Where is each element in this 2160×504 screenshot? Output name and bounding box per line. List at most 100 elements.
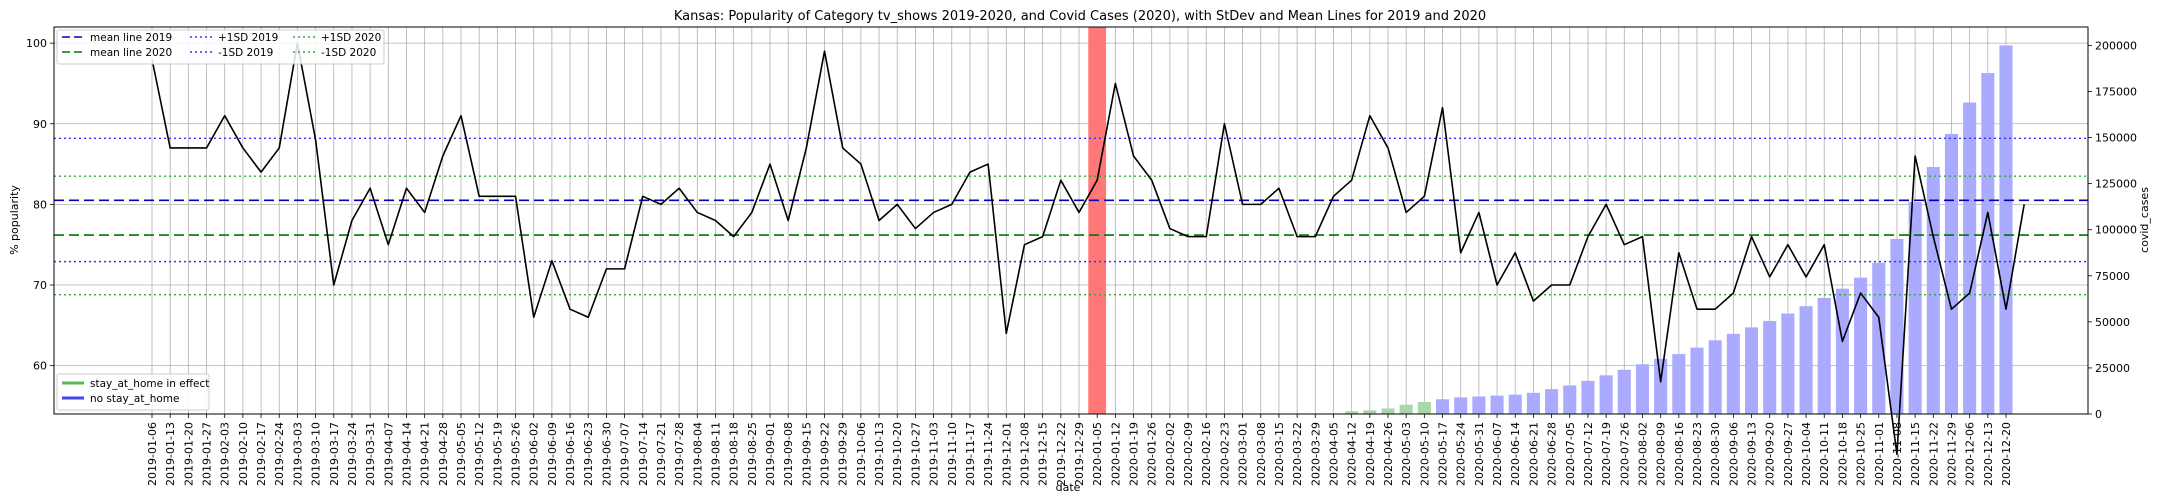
x-tick-label: 2020-02-09 xyxy=(1182,422,1195,486)
x-tick-label: 2019-12-15 xyxy=(1037,422,1050,486)
x-tick-label: 2019-10-06 xyxy=(855,422,868,486)
x-tick-label: 2020-02-16 xyxy=(1200,422,1213,486)
covid-bar xyxy=(1926,167,1940,414)
x-tick-label: 2019-03-03 xyxy=(291,422,304,486)
x-tick-label: 2020-06-21 xyxy=(1527,422,1540,486)
x-tick-label: 2020-02-02 xyxy=(1164,422,1177,486)
x-tick-label: 2019-10-20 xyxy=(891,422,904,486)
covid-bar xyxy=(1981,73,1995,415)
covid-bar xyxy=(1708,340,1722,414)
x-tick-label: 2020-09-27 xyxy=(1782,422,1795,486)
legend-bottom: stay_at_home in effect no stay_at_home xyxy=(56,373,210,411)
legend-top-label: -1SD 2019 xyxy=(218,47,273,59)
covid-bar xyxy=(1472,396,1486,414)
x-tick-label: 2020-04-05 xyxy=(1327,422,1340,486)
x-tick-label: 2019-07-28 xyxy=(673,422,686,486)
x-tick-label: 2020-12-06 xyxy=(1964,422,1977,486)
x-tick-label: 2019-08-25 xyxy=(746,422,759,486)
x-tick-label: 2020-04-26 xyxy=(1382,422,1395,486)
x-tick-label: 2019-09-01 xyxy=(764,422,777,486)
x-tick-label: 2020-01-12 xyxy=(1109,422,1122,486)
x-tick-label: 2019-08-04 xyxy=(691,422,704,486)
x-tick-label: 2019-12-01 xyxy=(1000,422,1013,486)
covid-bar xyxy=(1726,333,1740,414)
x-tick-label: 2019-11-10 xyxy=(946,422,959,486)
x-tick-label: 2020-11-01 xyxy=(1873,422,1886,486)
x-tick-label: 2020-07-26 xyxy=(1618,422,1631,486)
x-tick-label: 2020-05-17 xyxy=(1437,422,1450,486)
legend-bottom-label: no stay_at_home xyxy=(90,393,179,405)
x-tick-label: 2020-08-16 xyxy=(1673,422,1686,486)
x-tick-label: 2020-06-28 xyxy=(1546,422,1559,486)
x-tick-label: 2020-11-22 xyxy=(1927,422,1940,486)
x-tick-label: 2020-09-13 xyxy=(1746,422,1759,486)
legend-top-label: -1SD 2020 xyxy=(321,47,376,59)
x-tick-label: 2019-08-11 xyxy=(709,422,722,486)
x-tick-label: 2019-03-10 xyxy=(310,422,323,486)
x-tick-label: 2019-10-27 xyxy=(909,422,922,486)
x-tick-label: 2020-08-30 xyxy=(1709,422,1722,486)
x-tick-label: 2019-05-26 xyxy=(510,422,523,486)
x-tick-label: 2020-04-19 xyxy=(1364,422,1377,486)
covid-bar xyxy=(1345,411,1359,414)
x-tick-label: 2019-11-24 xyxy=(982,422,995,486)
x-tick-label: 2020-08-02 xyxy=(1636,422,1649,486)
legend-top-box xyxy=(56,29,385,65)
x-tick-label: 2019-05-05 xyxy=(455,422,468,486)
x-tick-label: 2020-03-22 xyxy=(1291,422,1304,486)
covid-bar xyxy=(1435,399,1450,414)
y-axis-left-label: % popularity xyxy=(8,185,21,255)
x-tick-label: 2019-05-12 xyxy=(473,422,486,486)
x-tick-label: 2019-04-14 xyxy=(400,422,413,486)
x-tick-label: 2019-01-06 xyxy=(146,422,159,486)
y-right-tick-label: 175000 xyxy=(2095,86,2137,99)
x-tick-label: 2020-08-23 xyxy=(1691,422,1704,486)
x-tick-label: 2020-03-29 xyxy=(1309,422,1322,486)
x-tick-label: 2020-10-18 xyxy=(1836,422,1849,486)
x-tick-label: 2019-06-02 xyxy=(528,422,541,486)
x-tick-label: 2020-03-01 xyxy=(1237,422,1250,486)
x-tick-label: 2019-07-07 xyxy=(619,422,632,486)
y-right-tick-label: 0 xyxy=(2095,408,2102,421)
y-right-tick-label: 75000 xyxy=(2095,270,2130,283)
x-tick-label: 2020-01-19 xyxy=(1128,422,1141,486)
covid-bar xyxy=(1363,410,1377,414)
x-tick-label: 2019-09-22 xyxy=(819,422,832,486)
covid-bar xyxy=(1617,369,1631,414)
covid-bar xyxy=(1890,238,1904,414)
x-tick-label: 2019-03-17 xyxy=(328,422,341,486)
x-tick-label: 2019-06-09 xyxy=(546,422,559,486)
x-tick-label: 2020-12-20 xyxy=(2000,422,2013,486)
covid-bar xyxy=(1999,45,2013,415)
x-tick-label: 2019-03-31 xyxy=(364,422,377,486)
covid-bar xyxy=(1963,102,1977,415)
covid-bar xyxy=(1526,392,1540,414)
covid-bar xyxy=(1763,320,1777,414)
y-left-tick-label: 80 xyxy=(33,198,47,211)
covid-bar xyxy=(1817,297,1831,414)
x-tick-label: 2020-11-15 xyxy=(1909,422,1922,486)
x-tick-label: 2019-02-24 xyxy=(273,422,286,486)
covid-bar xyxy=(1799,306,1813,414)
covid-bar xyxy=(1635,364,1650,414)
x-tick-label: 2019-01-13 xyxy=(164,422,177,486)
covid-bars xyxy=(1345,45,2013,415)
plot-frame xyxy=(53,26,2089,415)
covid-bar xyxy=(1944,133,1959,414)
x-tick-label: 2020-01-26 xyxy=(1146,422,1159,486)
y-right-tick-label: 200000 xyxy=(2095,39,2137,52)
covid-bar xyxy=(1454,397,1468,414)
x-tick-label: 2019-11-17 xyxy=(964,422,977,486)
x-axis-ticks: 2019-01-06 2019-01-13 2019-01-20 2019-01-27… xyxy=(146,414,2013,486)
x-tick-label: 2020-07-12 xyxy=(1582,422,1595,486)
x-tick-label: 2020-10-25 xyxy=(1855,422,1868,486)
x-tick-label: 2020-09-20 xyxy=(1764,422,1777,486)
x-tick-label: 2019-05-19 xyxy=(491,422,504,486)
covid-bar xyxy=(1654,358,1668,414)
covid-bar xyxy=(1545,389,1559,414)
x-tick-label: 2019-04-28 xyxy=(437,422,450,486)
highlight-band xyxy=(1088,27,1107,414)
x-tick-label: 2020-10-11 xyxy=(1818,422,1831,486)
highlight-bar xyxy=(1088,27,1107,414)
covid-bar xyxy=(1381,408,1395,414)
